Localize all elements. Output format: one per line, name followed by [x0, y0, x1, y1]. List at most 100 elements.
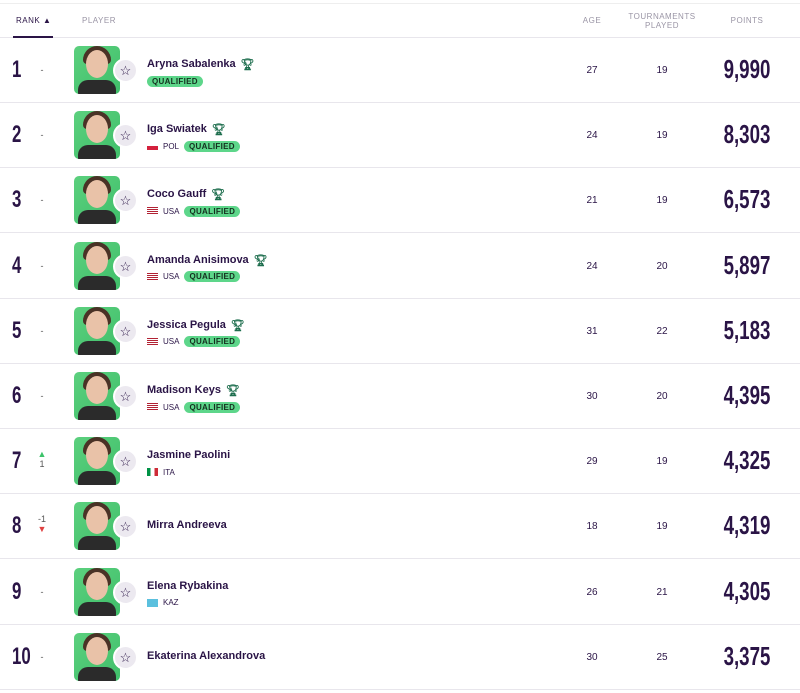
favorite-star-icon[interactable]: ☆: [113, 579, 138, 605]
points-value: 3,375: [723, 640, 771, 671]
age-column-header[interactable]: AGE: [582, 16, 602, 25]
qualified-badge: QUALIFIED: [184, 205, 241, 217]
country-code: USA: [163, 337, 180, 347]
trophy-icon: 🏆︎: [240, 59, 255, 71]
flag-icon: [147, 337, 158, 346]
movement: -: [40, 586, 44, 597]
player-name-link[interactable]: Jessica Pegula 🏆︎: [147, 318, 245, 332]
age-value: 21: [586, 195, 598, 207]
trophy-icon: 🏆︎: [211, 124, 226, 137]
flag-icon: [147, 468, 158, 477]
age-value: 26: [586, 586, 598, 598]
favorite-star-icon[interactable]: ☆: [113, 123, 138, 149]
favorite-star-icon[interactable]: ☆: [113, 253, 138, 279]
player-meta: USA QUALIFIED: [147, 205, 241, 217]
points-value: 5,897: [723, 249, 771, 280]
points-value: 4,395: [723, 380, 771, 410]
age-value: 29: [586, 456, 598, 468]
rank-number: 1: [12, 56, 22, 83]
points-value: 9,990: [723, 54, 771, 84]
avatar[interactable]: [74, 46, 120, 94]
tournaments-value: 20: [656, 391, 668, 402]
movement-down: -1 ▼: [34, 514, 50, 534]
player-name-link[interactable]: Jasmine Paolini: [147, 449, 231, 462]
divider: [0, 3, 800, 4]
favorite-star-icon[interactable]: ☆: [113, 644, 138, 670]
avatar[interactable]: [74, 567, 120, 616]
movement: -: [40, 130, 44, 141]
tournaments-column-header[interactable]: TOURNAMENTS PLAYED: [628, 12, 696, 30]
table-row[interactable]: 3 - ☆ Coco Gauff 🏆︎ USA QUALIFIED 21 19 6,5…: [0, 168, 800, 234]
rank-number: 8: [12, 512, 22, 540]
avatar[interactable]: [74, 502, 120, 551]
table-row[interactable]: 8 -1 ▼ ☆ Mirra Andreeva 18 19 4,319: [0, 494, 800, 560]
qualified-badge: QUALIFIED: [184, 271, 241, 283]
player-meta: USA QUALIFIED: [147, 271, 241, 283]
table-header: RANK ▲ PLAYER AGE TOURNAMENTS PLAYED POI…: [0, 0, 800, 38]
favorite-star-icon[interactable]: ☆: [113, 384, 138, 409]
avatar[interactable]: [74, 372, 120, 420]
player-name-link[interactable]: Elena Rybakina: [147, 579, 229, 592]
player-meta: USA QUALIFIED: [147, 401, 241, 413]
points-value: 8,303: [723, 119, 771, 150]
favorite-star-icon[interactable]: ☆: [113, 514, 138, 540]
trophy-icon: 🏆︎: [211, 189, 226, 202]
player-name-link[interactable]: Amanda Anisimova 🏆︎: [147, 253, 268, 267]
avatar[interactable]: [74, 241, 120, 290]
movement: -: [40, 651, 44, 662]
player-column-header[interactable]: PLAYER: [82, 16, 116, 25]
flag-icon: [147, 272, 158, 281]
avatar[interactable]: [74, 437, 120, 486]
player-meta: USA QUALIFIED: [147, 336, 241, 348]
rank-number: 4: [12, 251, 22, 279]
table-row[interactable]: 7 ▲ 1 ☆ Jasmine Paolini ITA 29 19 4,325: [0, 429, 800, 495]
qualified-badge: QUALIFIED: [184, 401, 241, 413]
player-name-link[interactable]: Madison Keys 🏆︎: [147, 384, 240, 397]
favorite-star-icon[interactable]: ☆: [113, 188, 138, 214]
player-name-link[interactable]: Aryna Sabalenka 🏆︎: [147, 58, 255, 71]
player-name-link[interactable]: Mirra Andreeva: [147, 519, 227, 532]
table-row[interactable]: 1 - ☆ Aryna Sabalenka 🏆︎ QUALIFIED 27 19 9…: [0, 38, 800, 103]
movement: -: [40, 195, 44, 206]
avatar[interactable]: [74, 111, 120, 160]
qualified-badge: QUALIFIED: [184, 140, 240, 152]
rank-column-header[interactable]: RANK ▲: [13, 16, 53, 38]
flag-icon: [147, 403, 158, 411]
player-name-link[interactable]: Iga Swiatek 🏆︎: [147, 123, 226, 137]
age-value: 30: [586, 651, 598, 663]
country-code: USA: [163, 206, 180, 216]
favorite-star-icon[interactable]: ☆: [113, 449, 138, 475]
table-row[interactable]: 4- ☆ Amanda Anisimova 🏆︎ USA QUALIFIED 24 …: [0, 234, 800, 299]
arrow-down-icon: ▼: [37, 524, 47, 535]
tournaments-value: 25: [656, 651, 668, 663]
flag-icon: [147, 142, 158, 151]
points-column-header[interactable]: POINTS: [730, 16, 764, 25]
tournaments-value: 19: [656, 195, 668, 207]
tournaments-value: 22: [656, 325, 668, 337]
table-row[interactable]: 9 - ☆ Elena Rybakina KAZ 26 21 4,305: [0, 560, 800, 625]
rank-number: 5: [12, 316, 22, 344]
table-row[interactable]: 10- ☆ Ekaterina Alexandrova 30 25 3,375: [0, 625, 800, 690]
movement: -: [40, 391, 44, 401]
player-name-link[interactable]: Ekaterina Alexandrova: [147, 649, 266, 662]
trophy-icon: 🏆︎: [253, 254, 268, 267]
rank-number: 3: [12, 186, 22, 214]
country-code: USA: [163, 272, 180, 282]
favorite-star-icon[interactable]: ☆: [113, 58, 138, 83]
player-name-link[interactable]: Coco Gauff 🏆︎: [147, 188, 226, 202]
movement-up: ▲ 1: [34, 449, 50, 469]
avatar[interactable]: [74, 306, 120, 355]
table-row[interactable]: 2 - ☆ Iga Swiatek 🏆︎ POL QUALIFIED 24 19 8,…: [0, 103, 800, 169]
table-row[interactable]: 6 - ☆ Madison Keys 🏆︎ USA QUALIFIED 30 20 4…: [0, 364, 800, 429]
qualified-badge: QUALIFIED: [184, 336, 241, 348]
rank-number: 7: [12, 447, 22, 475]
flag-icon: [147, 207, 158, 216]
avatar[interactable]: [74, 632, 120, 681]
table-row[interactable]: 5 - ☆ Jessica Pegula 🏆︎ USA QUALIFIED 31 22…: [0, 299, 800, 364]
flag-icon: [147, 598, 158, 607]
rank-number: 6: [12, 382, 22, 409]
country-code: KAZ: [163, 598, 179, 608]
avatar[interactable]: [74, 176, 120, 225]
qualified-badge: QUALIFIED: [147, 75, 203, 87]
favorite-star-icon[interactable]: ☆: [113, 318, 138, 344]
